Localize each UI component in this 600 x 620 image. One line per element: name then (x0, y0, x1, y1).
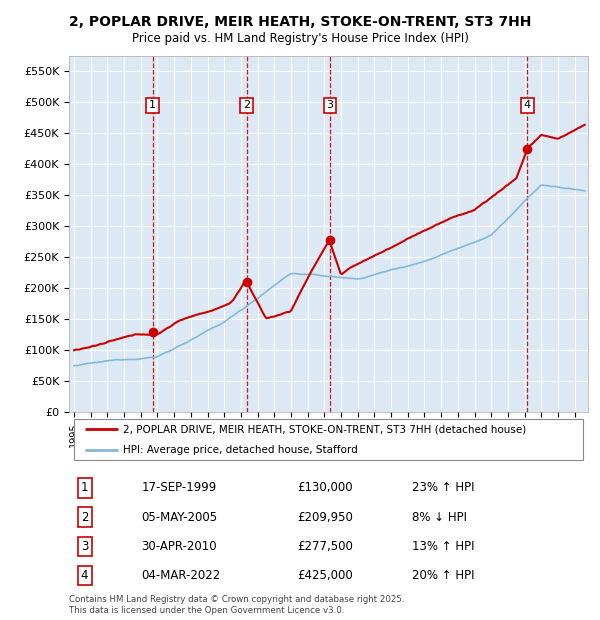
Text: 05-MAY-2005: 05-MAY-2005 (142, 511, 218, 524)
Text: 2, POPLAR DRIVE, MEIR HEATH, STOKE-ON-TRENT, ST3 7HH (detached house): 2, POPLAR DRIVE, MEIR HEATH, STOKE-ON-TR… (124, 424, 527, 435)
Text: 4: 4 (524, 100, 531, 110)
Text: 13% ↑ HPI: 13% ↑ HPI (412, 540, 474, 553)
Text: 30-APR-2010: 30-APR-2010 (142, 540, 217, 553)
Text: 3: 3 (81, 540, 88, 553)
Text: 3: 3 (326, 100, 334, 110)
Text: £425,000: £425,000 (298, 569, 353, 582)
Text: 20% ↑ HPI: 20% ↑ HPI (412, 569, 474, 582)
Text: 04-MAR-2022: 04-MAR-2022 (142, 569, 221, 582)
Text: 23% ↑ HPI: 23% ↑ HPI (412, 481, 474, 494)
Text: 17-SEP-1999: 17-SEP-1999 (142, 481, 217, 494)
Text: Contains HM Land Registry data © Crown copyright and database right 2025.
This d: Contains HM Land Registry data © Crown c… (69, 595, 404, 614)
Text: 2: 2 (243, 100, 250, 110)
Text: 2: 2 (81, 511, 88, 524)
Text: HPI: Average price, detached house, Stafford: HPI: Average price, detached house, Staf… (124, 445, 358, 455)
Text: 1: 1 (149, 100, 156, 110)
FancyBboxPatch shape (74, 419, 583, 460)
Text: £277,500: £277,500 (298, 540, 353, 553)
Text: £130,000: £130,000 (298, 481, 353, 494)
Text: 8% ↓ HPI: 8% ↓ HPI (412, 511, 467, 524)
Text: 2, POPLAR DRIVE, MEIR HEATH, STOKE-ON-TRENT, ST3 7HH: 2, POPLAR DRIVE, MEIR HEATH, STOKE-ON-TR… (69, 16, 531, 30)
Text: Price paid vs. HM Land Registry's House Price Index (HPI): Price paid vs. HM Land Registry's House … (131, 32, 469, 45)
Text: £209,950: £209,950 (298, 511, 353, 524)
Text: 1: 1 (81, 481, 88, 494)
Text: 4: 4 (81, 569, 88, 582)
